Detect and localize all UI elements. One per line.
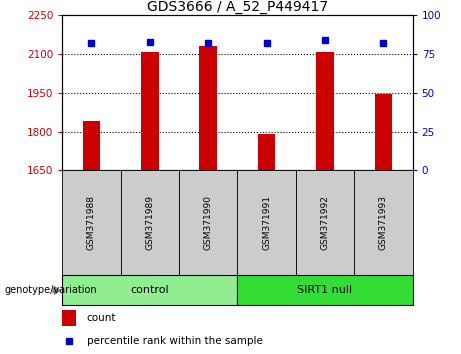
Bar bbox=[179, 171, 237, 275]
Text: GSM371992: GSM371992 bbox=[320, 195, 330, 250]
Bar bbox=[296, 171, 354, 275]
Bar bbox=[141, 52, 159, 171]
Text: SIRT1 null: SIRT1 null bbox=[297, 285, 353, 296]
Text: count: count bbox=[87, 313, 116, 323]
Bar bbox=[121, 171, 179, 275]
Text: GSM371989: GSM371989 bbox=[145, 195, 154, 251]
Bar bbox=[375, 94, 392, 171]
Text: GSM371991: GSM371991 bbox=[262, 195, 271, 251]
Bar bbox=[83, 121, 100, 171]
Bar bbox=[258, 134, 275, 171]
Bar bbox=[62, 275, 237, 306]
Text: GSM371988: GSM371988 bbox=[87, 195, 96, 251]
Bar bbox=[316, 52, 334, 171]
Bar bbox=[354, 171, 413, 275]
Bar bbox=[200, 46, 217, 171]
Bar bbox=[237, 171, 296, 275]
Bar bbox=[62, 171, 121, 275]
Text: genotype/variation: genotype/variation bbox=[5, 285, 97, 296]
Title: GDS3666 / A_52_P449417: GDS3666 / A_52_P449417 bbox=[147, 0, 328, 15]
Bar bbox=[237, 275, 413, 306]
Bar bbox=[62, 310, 76, 326]
Text: percentile rank within the sample: percentile rank within the sample bbox=[87, 336, 263, 347]
Text: GSM371990: GSM371990 bbox=[204, 195, 213, 251]
Text: GSM371993: GSM371993 bbox=[379, 195, 388, 251]
Text: control: control bbox=[130, 285, 169, 296]
